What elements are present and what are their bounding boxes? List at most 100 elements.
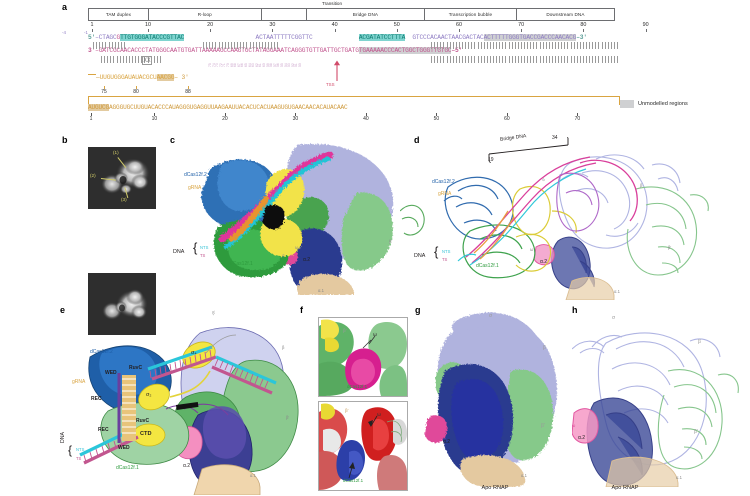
label-dcas12f1: dCas12f.1 bbox=[116, 465, 139, 471]
label-beta-prime: β′ bbox=[286, 415, 290, 420]
label-dcas12f1-surface: dCas12f.1 bbox=[347, 384, 368, 389]
legend-label: Unmodelled regions bbox=[638, 101, 688, 107]
class-average-tag-2: (2) bbox=[90, 173, 96, 178]
nts-start-number: -1 bbox=[84, 30, 88, 35]
rna-ruler-tick bbox=[506, 113, 508, 116]
ruler-tick-label: 60 bbox=[455, 22, 462, 28]
rna-ruler-tick-label: 70 bbox=[574, 115, 581, 122]
panel-g-letter: g bbox=[415, 305, 421, 315]
class-average-tag-3: (3) bbox=[121, 197, 127, 202]
label-grna: gRNA bbox=[188, 185, 202, 191]
label-beta-prime: β′ bbox=[389, 239, 393, 244]
rna-ruler-tick-label: 30 bbox=[292, 115, 299, 122]
tss-label: TSS bbox=[326, 82, 335, 87]
label-alpha1: α.1 bbox=[250, 473, 256, 478]
grna-pair-number: 50 bbox=[298, 63, 302, 67]
panel-h-caption: Apo RNAP bbox=[611, 485, 639, 491]
label-sigma: σ bbox=[282, 253, 285, 258]
grna-full-ruler: 1 10 20 30 40 50 60 70 bbox=[88, 113, 618, 123]
label-nts: NTS bbox=[200, 245, 209, 250]
grna-ruler-tick-label: 80 bbox=[133, 88, 139, 95]
grna-ruler-tick-label: 75 bbox=[101, 88, 107, 95]
label-omega: ω bbox=[530, 247, 534, 252]
segment-downstream-dna: Downstream DNA bbox=[546, 12, 585, 17]
label-beta: β bbox=[640, 183, 643, 188]
label-ts: TS bbox=[76, 456, 82, 461]
label-beta: β bbox=[282, 345, 285, 350]
basepair-rungs-rloop bbox=[100, 56, 162, 63]
class-average-image-2 bbox=[88, 273, 156, 335]
label-alpha1: α.1 bbox=[521, 473, 527, 478]
label-ts: TS bbox=[442, 257, 448, 262]
label-alpha2: α.2 bbox=[183, 463, 191, 469]
segment-tam-duplex: TAM duplex bbox=[89, 9, 149, 20]
label-nts: NTS bbox=[76, 447, 85, 452]
label-alpha2: α.2 bbox=[443, 439, 451, 445]
label-ruvc-bottom: RuvC bbox=[136, 418, 150, 424]
ruler-tick-label: 1 bbox=[90, 22, 94, 28]
svg-text:β′: β′ bbox=[541, 423, 545, 429]
ruler-tick bbox=[147, 29, 149, 32]
label-ctd: CTD bbox=[140, 431, 152, 437]
label-dna: DNA bbox=[60, 432, 66, 443]
panel-a: a Transition TAM duplex R-loop Bridge DN… bbox=[0, 0, 750, 128]
panel-d-ribbon-model bbox=[400, 154, 709, 300]
label-alpha1: α.1 bbox=[614, 289, 620, 294]
segment-bridge-dna: Bridge DNA bbox=[307, 9, 425, 20]
label-dcas12f1: dCas12f.1 bbox=[476, 263, 499, 269]
panel-g-caption: Apo RNAP bbox=[481, 485, 509, 491]
label-grna: gRNA bbox=[438, 191, 452, 197]
label-grna: gRNA bbox=[72, 379, 86, 385]
label-sigma2: σ₂ bbox=[146, 392, 152, 398]
panel-f-letter: f bbox=[300, 305, 303, 315]
grna-ruler: 75 80 88 bbox=[96, 86, 216, 96]
label-alpha2: α.2 bbox=[578, 435, 586, 441]
dna-brace: { bbox=[68, 443, 73, 457]
ruler-tick bbox=[210, 29, 212, 32]
grna-full-sequence: AUGUCGAGGGUGCUUGUACACCCAUAGGGUGAGGUUAAGA… bbox=[88, 104, 348, 111]
rna-ruler-tick bbox=[224, 113, 226, 116]
ruler-tick bbox=[272, 29, 274, 32]
ruler-tick-label: 80 bbox=[580, 22, 587, 28]
label-alpha2: α.2 bbox=[303, 257, 311, 263]
grna-ruler-tick-label: 88 bbox=[185, 88, 191, 95]
label-rec-top: REC bbox=[91, 396, 102, 402]
basepair-rungs-bridge-a bbox=[202, 42, 280, 49]
rna-ruler-tick-label: 60 bbox=[504, 115, 510, 122]
rna-ruler-tick-label: 50 bbox=[433, 115, 440, 122]
ruler-tick bbox=[645, 29, 647, 32]
label-rec-bottom: REC bbox=[98, 427, 109, 433]
label-dcas12f2: dCas12f.2 bbox=[184, 172, 207, 178]
ruler-tick bbox=[458, 29, 460, 32]
ruler-tick-label: 10 bbox=[144, 22, 151, 28]
label-dcas12f1: dCas12f.1 bbox=[230, 261, 253, 267]
legend-unmodelled-regions: Unmodelled regions bbox=[620, 100, 688, 108]
ruler-tick-label: 90 bbox=[642, 22, 649, 28]
rna-ruler-tick bbox=[365, 113, 367, 116]
target-strand-sequence: 3′–GATCGCAACACCCTATGGGCAATGTGATTAAAAAGCC… bbox=[88, 47, 463, 54]
grna-ts-pairing-numbers: 75 74 73 72 71 70 69 68 67 66 65 64 63 62 61 60 59 58 57 56… bbox=[208, 57, 304, 69]
label-bridge-end: 34 bbox=[552, 135, 558, 141]
label-bridge-start: 19 bbox=[488, 157, 494, 163]
panel-h-letter: h bbox=[572, 305, 578, 315]
dna-brace: { bbox=[193, 240, 198, 255]
panel-e-schematic bbox=[79, 327, 299, 495]
panel-c-letter: c bbox=[170, 135, 176, 145]
ruler-tick bbox=[396, 29, 398, 32]
dna-brace: { bbox=[434, 244, 439, 259]
label-alpha1: α.1 bbox=[318, 288, 324, 293]
ruler-tick bbox=[334, 29, 336, 32]
panel-b: b bbox=[60, 135, 165, 335]
label-dna: DNA bbox=[414, 253, 426, 259]
panel-a-letter: a bbox=[62, 2, 68, 12]
nts-left-number: -4 bbox=[62, 30, 66, 35]
svg-text:σ: σ bbox=[612, 315, 616, 321]
segment-transition bbox=[262, 9, 307, 20]
svg-text:β′: β′ bbox=[343, 328, 347, 333]
label-wed-bottom: WED bbox=[118, 445, 130, 451]
label-dcas12f2: dCas12f.2 bbox=[90, 349, 113, 355]
mismatch-xx-marker: XX bbox=[142, 56, 152, 65]
rna-ruler-tick bbox=[577, 113, 579, 116]
panel-f: f ω β′ dCas12f.1 bbox=[300, 305, 412, 495]
